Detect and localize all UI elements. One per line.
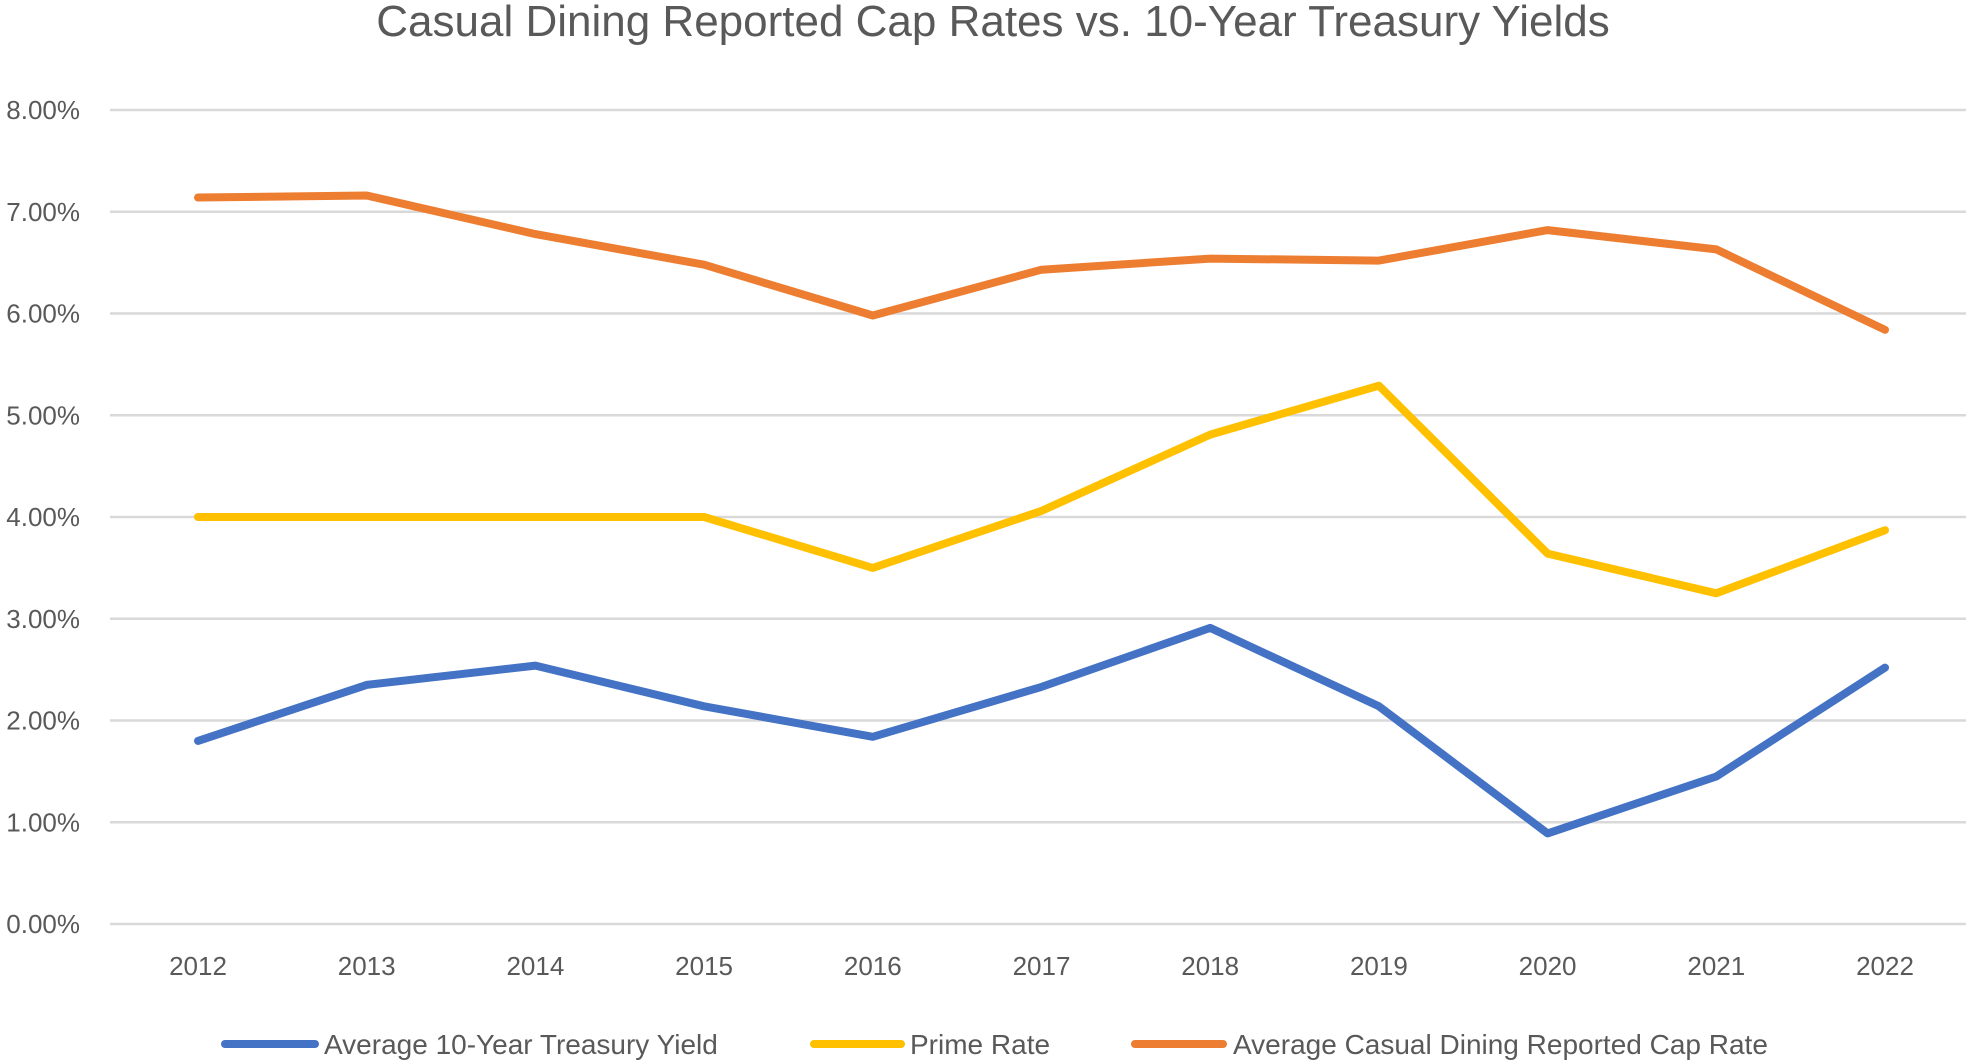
x-tick-label: 2017 [1013, 951, 1071, 981]
y-tick-label: 7.00% [6, 197, 80, 227]
series-line [194, 623, 1889, 838]
x-tick-label: 2018 [1181, 951, 1239, 981]
y-axis-ticks: 0.00% 1.00% 2.00% 3.00% 4.00% 5.00% 6.00% 7.00%… [6, 95, 80, 939]
y-tick-label: 2.00% [6, 706, 80, 736]
x-tick-label: 2014 [506, 951, 564, 981]
x-tick-label: 2015 [675, 951, 733, 981]
y-tick-label: 0.00% [6, 909, 80, 939]
y-tick-label: 5.00% [6, 400, 80, 430]
legend-label: Prime Rate [910, 1029, 1050, 1060]
legend-label: Average 10-Year Treasury Yield [324, 1029, 718, 1060]
series-line [194, 191, 1889, 334]
series-lines [194, 191, 1889, 838]
chart-title: Casual Dining Reported Cap Rates vs. 10-… [376, 0, 1609, 46]
x-tick-label: 2016 [844, 951, 902, 981]
x-tick-label: 2020 [1519, 951, 1577, 981]
x-tick-label: 2013 [338, 951, 396, 981]
y-tick-label: 6.00% [6, 299, 80, 329]
x-tick-label: 2012 [169, 951, 227, 981]
y-tick-label: 1.00% [6, 807, 80, 837]
x-tick-label: 2021 [1687, 951, 1745, 981]
y-tick-label: 4.00% [6, 502, 80, 532]
y-tick-label: 8.00% [6, 95, 80, 125]
x-tick-label: 2019 [1350, 951, 1408, 981]
series-line [194, 381, 1889, 598]
x-tick-label: 2022 [1856, 951, 1914, 981]
legend-label: Average Casual Dining Reported Cap Rate [1233, 1029, 1768, 1060]
x-axis-ticks: 2012 2013 2014 2015 2016 2017 2018 2019 2020 2021… [169, 951, 1914, 981]
legend: Average 10-Year Treasury Yield Prime Rate… [221, 1029, 1768, 1060]
y-tick-label: 3.00% [6, 604, 80, 634]
